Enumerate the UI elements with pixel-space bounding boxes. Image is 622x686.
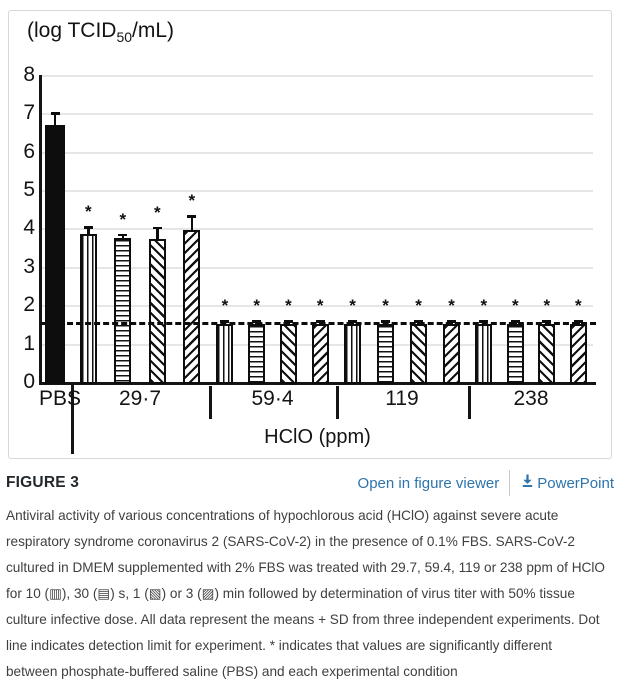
bar-119-10 s — [344, 324, 361, 384]
bar-119-30 s — [377, 324, 394, 384]
y-axis-title-suffix: /mL) — [132, 19, 175, 42]
bar-119-1 min — [410, 324, 427, 384]
significance-asterisk: * — [285, 296, 292, 316]
bar-59·4-3 min — [311, 324, 329, 384]
y-axis-spine — [39, 74, 42, 384]
detection-limit-line — [40, 322, 596, 326]
gridline — [39, 228, 593, 231]
significance-asterisk: * — [480, 296, 488, 316]
bar-238-30 s — [506, 324, 524, 384]
gridline — [39, 151, 593, 154]
x-axis-title: HClO (ppm) — [264, 426, 371, 448]
error-bar-cap — [187, 215, 197, 218]
y-axis-title-prefix: (log TCID — [27, 19, 117, 42]
error-bar — [87, 227, 90, 235]
x-group-label: PBS — [39, 387, 82, 410]
error-bar-cap — [152, 226, 162, 230]
significance-asterisk: * — [84, 202, 92, 222]
bar-chart: (log TCID50/mL) HClO (ppm) 0 1 2 3 4 5 6 7 8 PBS *… — [9, 11, 611, 458]
y-axis-title-subscript: 50 — [116, 29, 133, 45]
error-bar-cap — [479, 320, 489, 323]
download-icon — [520, 473, 535, 493]
significance-asterisk: * — [543, 296, 551, 316]
error-bar-cap — [381, 320, 390, 323]
figure-image[interactable]: (log TCID50/mL) HClO (ppm) 0 1 2 3 4 5 6 7 8 PBS *… — [8, 10, 612, 459]
gridline — [39, 113, 593, 116]
significance-asterisk: * — [316, 296, 324, 316]
gridline — [39, 190, 593, 192]
powerpoint-download-link[interactable]: PowerPoint — [520, 473, 614, 493]
bar-29·7-1 min — [148, 239, 166, 384]
y-tick-label: 8 — [23, 62, 35, 86]
y-tick-label: 7 — [23, 101, 35, 125]
y-tick-label: 4 — [23, 216, 35, 240]
group-divider — [209, 386, 212, 419]
y-tick-label: 0 — [23, 370, 35, 393]
y-tick-label: 5 — [23, 178, 35, 201]
bar-59·4-1 min — [279, 324, 297, 384]
bar-PBS-control — [45, 124, 65, 384]
y-tick-label: 3 — [23, 254, 35, 278]
bar-238-3 min — [569, 324, 587, 384]
y-tick-label: 2 — [23, 293, 35, 317]
error-bar-cap — [252, 320, 262, 323]
figure-header-row: FIGURE 3 Open in figure viewer PowerPoin… — [6, 470, 614, 496]
figure-links: Open in figure viewer PowerPoint — [358, 470, 614, 496]
error-bar-cap — [447, 320, 456, 323]
significance-asterisk: * — [382, 296, 389, 316]
x-group-label: 59·4 — [251, 387, 294, 410]
significance-asterisk: * — [188, 191, 196, 211]
error-bar-cap — [348, 320, 357, 323]
significance-asterisk: * — [448, 296, 455, 316]
open-in-figure-viewer-link[interactable]: Open in figure viewer — [357, 474, 500, 492]
significance-asterisk: * — [119, 209, 127, 229]
y-tick-label: 6 — [23, 139, 35, 163]
gridline — [39, 305, 593, 308]
x-group-label: 29·7 — [118, 387, 162, 410]
x-group-label: 119 — [385, 387, 419, 410]
significance-asterisk: * — [511, 296, 519, 316]
significance-asterisk: * — [253, 296, 260, 316]
bar-29·7-3 min — [183, 230, 201, 384]
error-bar-cap — [510, 320, 520, 323]
error-bar-cap — [573, 320, 583, 323]
error-bar — [190, 216, 193, 231]
error-bar-cap — [315, 320, 325, 323]
pbs-group-divider — [71, 384, 74, 454]
figure-caption: Antiviral activity of various concentrat… — [6, 508, 605, 679]
error-bar-cap — [283, 320, 293, 323]
error-bar-cap — [220, 320, 230, 323]
figure-label: FIGURE 3 — [6, 474, 80, 491]
y-tick-label: 1 — [23, 331, 35, 355]
bar-238-10 s — [475, 324, 493, 384]
bar-119-3 min — [443, 324, 460, 384]
group-divider — [336, 386, 339, 419]
error-bar-cap — [83, 226, 93, 229]
gridline — [39, 266, 593, 269]
link-divider — [509, 470, 511, 496]
bar-29·7-30 s — [114, 238, 132, 384]
bar-59·4-10 s — [216, 324, 234, 384]
bar-29·7-10 s — [79, 234, 97, 384]
error-bar — [53, 113, 57, 125]
error-bar — [156, 227, 159, 240]
significance-asterisk: * — [415, 296, 422, 316]
bar-59·4-30 s — [248, 324, 266, 384]
significance-asterisk: * — [349, 296, 356, 316]
group-divider — [468, 386, 471, 419]
gridline — [39, 74, 593, 77]
error-bar-cap — [542, 320, 552, 323]
significance-asterisk: * — [221, 296, 229, 316]
error-bar — [121, 234, 124, 238]
significance-asterisk: * — [153, 202, 161, 222]
powerpoint-link-label: PowerPoint — [537, 474, 614, 492]
bar-238-1 min — [538, 324, 556, 384]
significance-asterisk: * — [574, 296, 582, 316]
error-bar-cap — [414, 320, 423, 323]
error-bar-cap — [50, 112, 60, 115]
x-group-label: 238 — [513, 387, 549, 410]
error-bar-cap — [118, 233, 128, 237]
y-axis-title: (log TCID50/mL) — [27, 19, 174, 45]
